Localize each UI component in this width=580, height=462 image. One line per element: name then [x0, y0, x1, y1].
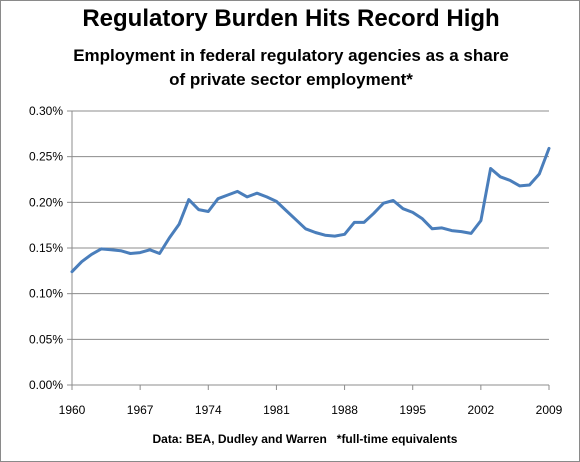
y-axis-tick-labels: 0.00% 0.05% 0.10% 0.15% 0.20% 0.25% 0.30%: [29, 104, 63, 392]
x-axis-tick-labels: 1960 1967 1974 1981 1988 1995 2002 2009: [59, 403, 563, 417]
x-tick-label: 2002: [468, 403, 495, 417]
series-layer: [70, 146, 551, 274]
x-tick-label: 1995: [399, 403, 426, 417]
y-tick-label: 0.30%: [29, 104, 63, 118]
x-tick-label: 2009: [536, 403, 563, 417]
chart-subtitle-line-1: Employment in federal regulatory agencie…: [73, 46, 509, 65]
x-tick-label: 1981: [263, 403, 290, 417]
x-tick-label: 1967: [127, 403, 154, 417]
y-tick-label: 0.20%: [29, 195, 63, 209]
x-tick-label: 1988: [331, 403, 358, 417]
x-tick-label: 1974: [195, 403, 222, 417]
x-tick-label: 1960: [59, 403, 86, 417]
axes: [67, 110, 550, 390]
chart-title: Regulatory Burden Hits Record High: [82, 5, 500, 32]
source-footnote: Data: BEA, Dudley and Warren *full-time …: [152, 432, 458, 446]
y-tick-label: 0.00%: [29, 378, 63, 392]
y-tick-label: 0.25%: [29, 150, 63, 164]
series-line: [70, 146, 551, 274]
chart-subtitle-line-2: of private sector employment*: [169, 70, 413, 89]
y-tick-label: 0.05%: [29, 332, 63, 346]
y-tick-label: 0.15%: [29, 241, 63, 255]
y-tick-label: 0.10%: [29, 287, 63, 301]
gridlines: [72, 110, 549, 340]
